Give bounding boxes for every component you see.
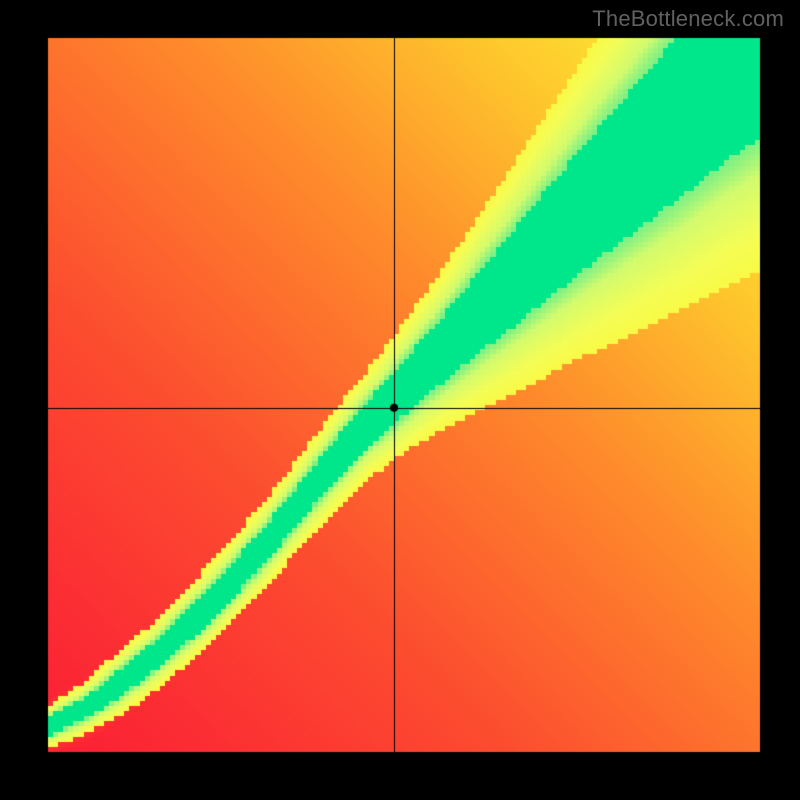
chart-container: TheBottleneck.com	[0, 0, 800, 800]
watermark-text: TheBottleneck.com	[592, 6, 784, 32]
heatmap-canvas	[0, 0, 800, 800]
